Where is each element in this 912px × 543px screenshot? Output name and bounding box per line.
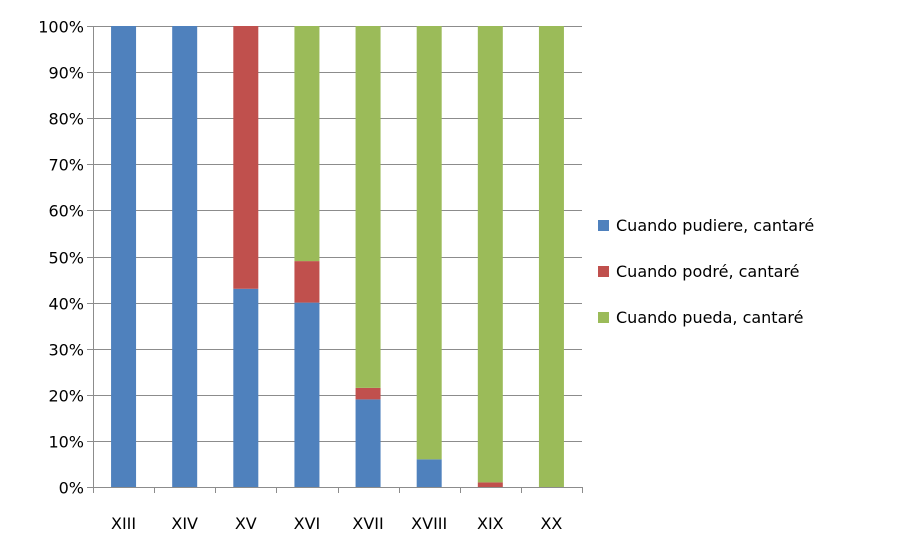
axes: [87, 26, 583, 493]
legend-label: Cuando pudiere, cantaré: [616, 216, 814, 235]
bar-segment: [477, 482, 503, 487]
x-tick-label: XIII: [111, 514, 136, 533]
x-tick-label: XVIII: [411, 514, 447, 533]
x-tick-label: XIV: [171, 514, 198, 533]
y-tick-label: 100%: [38, 18, 84, 37]
y-tick-label: 70%: [48, 156, 84, 175]
y-tick-label: 50%: [48, 249, 84, 268]
y-tick-label: 90%: [48, 64, 84, 83]
legend-label: Cuando podré, cantaré: [616, 262, 800, 281]
bar-segment: [355, 399, 381, 487]
y-tick-label: 60%: [48, 202, 84, 221]
bar-segment: [294, 26, 320, 262]
x-tick-label: XX: [540, 514, 562, 533]
x-tick-label: XVI: [294, 514, 321, 533]
bar-segment: [538, 26, 564, 487]
bar-segment: [172, 26, 198, 487]
bar-segment: [416, 26, 442, 460]
bar-segment: [355, 387, 381, 400]
y-tick-label: 80%: [48, 110, 84, 129]
bar-segment: [294, 261, 320, 303]
y-tick-label: 30%: [48, 341, 84, 360]
x-tick-label: XV: [235, 514, 257, 533]
gridlines: [93, 26, 582, 442]
tick-labels: 0% 10% 20% 30% 40% 50% 60% 70% 80% 90% 100% XIII XIV…: [38, 18, 562, 534]
bar-segment: [233, 288, 259, 487]
x-tick-label: XVII: [352, 514, 383, 533]
bar-segment: [111, 26, 137, 487]
y-tick-label: 10%: [48, 433, 84, 452]
bars: [111, 26, 564, 487]
bar-segment: [477, 26, 503, 483]
legend-swatch: [598, 312, 609, 323]
legend-swatch: [598, 266, 609, 277]
y-tick-label: 20%: [48, 387, 84, 406]
legend: Cuando pudiere, cantaré Cuando podré, can…: [598, 216, 814, 327]
y-tick-label: 0%: [59, 479, 84, 498]
x-tick-label: XIX: [477, 514, 504, 533]
legend-swatch: [598, 220, 609, 231]
bar-segment: [416, 459, 442, 487]
bar-segment: [294, 302, 320, 487]
bar-segment: [233, 26, 259, 289]
legend-label: Cuando pueda, cantaré: [616, 308, 803, 327]
bar-segment: [355, 26, 381, 388]
y-tick-label: 40%: [48, 295, 84, 314]
